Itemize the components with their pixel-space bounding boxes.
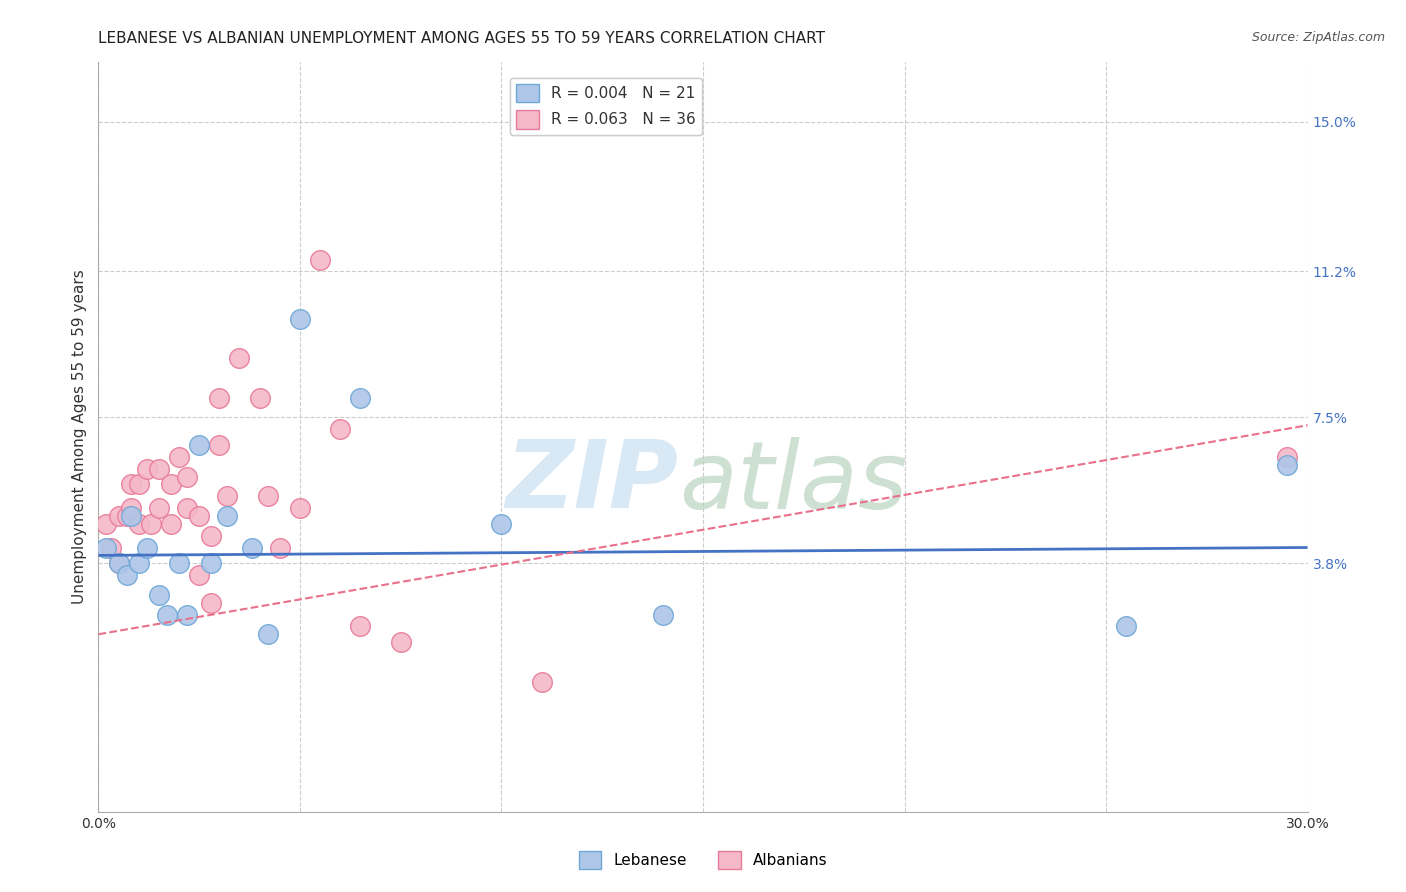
Point [208,391,231,405]
Point [651,607,673,622]
Point [139,516,162,531]
Point [208,438,231,452]
Point [115,508,138,523]
Point [349,391,371,405]
Point [128,516,150,531]
Point [167,450,190,464]
Text: atlas: atlas [679,436,907,527]
Point [120,477,142,491]
Point [107,508,129,523]
Point [1277,450,1299,464]
Point [107,556,129,570]
Point [128,556,150,570]
Point [188,438,211,452]
Point [167,556,190,570]
Point [1115,619,1137,633]
Point [160,477,183,491]
Point [200,596,222,610]
Point [120,501,142,516]
Point [160,516,183,531]
Point [135,541,157,555]
Point [176,501,198,516]
Point [176,469,198,483]
Point [100,541,122,555]
Point [217,508,239,523]
Point [256,489,278,503]
Point [1277,458,1299,472]
Point [148,588,170,602]
Point [217,489,239,503]
Point [107,556,129,570]
Point [256,627,278,641]
Point [96,516,118,531]
Point [240,541,263,555]
Point [228,351,250,366]
Point [329,422,352,436]
Point [188,508,211,523]
Point [148,501,170,516]
Text: ZIP: ZIP [506,436,679,528]
Text: LEBANESE VS ALBANIAN UNEMPLOYMENT AMONG AGES 55 TO 59 YEARS CORRELATION CHART: LEBANESE VS ALBANIAN UNEMPLOYMENT AMONG … [98,31,825,46]
Point [135,461,157,475]
Point [309,252,332,267]
Point [176,607,198,622]
Point [96,541,118,555]
Point [200,556,222,570]
Point [148,461,170,475]
Point [389,635,412,649]
Y-axis label: Unemployment Among Ages 55 to 59 years: Unemployment Among Ages 55 to 59 years [72,269,87,605]
Point [200,529,222,543]
Point [128,477,150,491]
Point [120,508,142,523]
Point [288,501,311,516]
Legend: Lebanese, Albanians: Lebanese, Albanians [572,845,834,875]
Text: Source: ZipAtlas.com: Source: ZipAtlas.com [1251,31,1385,45]
Point [188,568,211,582]
Point [249,391,271,405]
Point [288,311,311,326]
Point [349,619,371,633]
Point [269,541,291,555]
Point [115,568,138,582]
Point [491,516,513,531]
Point [530,674,553,689]
Legend: R = 0.004   N = 21, R = 0.063   N = 36: R = 0.004 N = 21, R = 0.063 N = 36 [510,78,703,135]
Point [156,607,179,622]
